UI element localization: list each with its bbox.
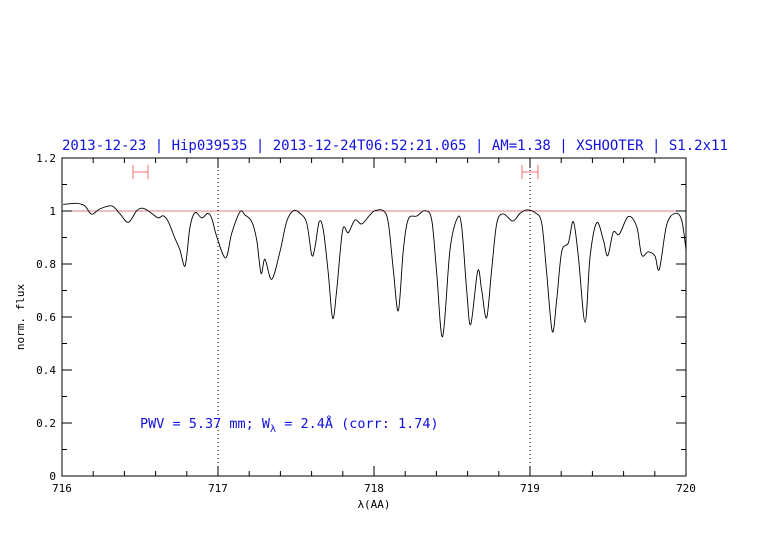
y-tick-label: 0.8 — [36, 258, 56, 271]
chart-title: 2013-12-23 | Hip039535 | 2013-12-24T06:5… — [62, 138, 728, 154]
y-tick-label: 1 — [49, 205, 56, 218]
y-tick-label: 0.2 — [36, 417, 56, 430]
y-tick-label: 0.6 — [36, 311, 56, 324]
y-axis-label: norm. flux — [14, 284, 27, 351]
y-tick-label: 0.4 — [36, 364, 56, 377]
x-axis-label: λ(AA) — [357, 498, 390, 511]
spectrum-line — [63, 202, 687, 338]
x-tick-label: 717 — [208, 482, 228, 495]
annotation-subscript: λ — [270, 424, 276, 435]
x-tick-label: 720 — [676, 482, 696, 495]
error-bar — [132, 165, 149, 180]
y-tick-label: 1.2 — [36, 152, 56, 165]
annotation-suffix: = 2.4Å (corr: 1.74) — [276, 415, 439, 432]
error-bar — [521, 165, 539, 180]
x-tick-label: 716 — [52, 482, 72, 495]
annotation-prefix: PWV = 5.37 mm; W — [140, 416, 271, 432]
pwv-annotation: PWV = 5.37 mm; Wλ = 2.4Å (corr: 1.74) — [140, 415, 439, 435]
plot-area: 716 717 718 719 720 0 0.2 0.4 0.6 0.8 1 1.2 — [36, 152, 696, 495]
x-tick-label: 719 — [520, 482, 540, 495]
x-tick-label: 718 — [364, 482, 384, 495]
y-tick-label: 0 — [49, 470, 56, 483]
